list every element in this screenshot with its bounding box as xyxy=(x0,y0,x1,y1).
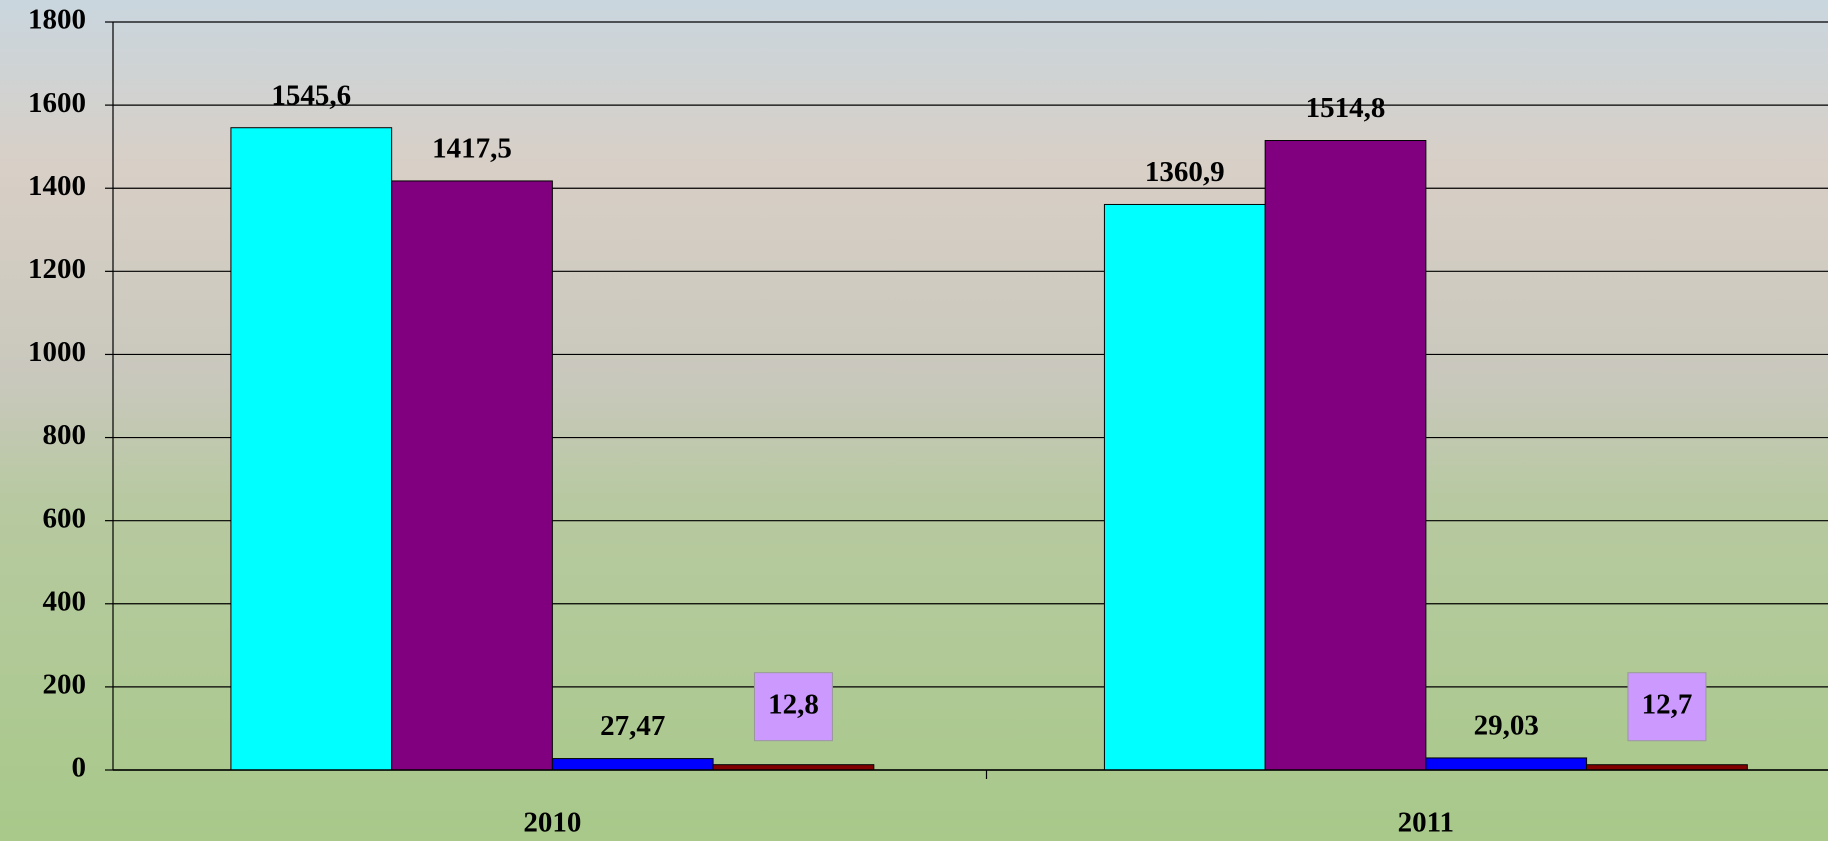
x-tick-label: 2010 xyxy=(523,807,581,839)
data-label: 1360,9 xyxy=(1145,156,1225,188)
y-tick-label: 800 xyxy=(43,419,87,451)
y-tick-label: 600 xyxy=(43,502,87,534)
y-tick-label: 1200 xyxy=(28,253,86,285)
data-label: 12,8 xyxy=(768,688,819,720)
y-tick-label: 1800 xyxy=(28,4,86,36)
bar xyxy=(1103,203,1266,771)
label-box xyxy=(1627,672,1707,742)
y-tick-label: 1600 xyxy=(28,87,86,119)
bar xyxy=(1264,140,1427,771)
data-label: 1514,8 xyxy=(1306,92,1386,124)
y-tick-label: 400 xyxy=(43,585,87,617)
bar xyxy=(551,758,714,771)
bar xyxy=(230,127,393,771)
y-tick-label: 0 xyxy=(72,752,87,784)
bar xyxy=(1586,764,1748,771)
bar xyxy=(712,764,875,771)
data-label: 1417,5 xyxy=(432,133,512,165)
data-label: 29,03 xyxy=(1474,710,1539,742)
bar xyxy=(391,180,553,771)
label-box xyxy=(753,672,833,742)
data-label: 1545,6 xyxy=(271,79,351,111)
y-tick-label: 200 xyxy=(43,669,87,701)
y-tick-label: 1400 xyxy=(28,170,86,202)
x-tick-label: 2011 xyxy=(1398,807,1454,839)
y-tick-label: 1000 xyxy=(28,336,86,368)
bar xyxy=(1425,757,1588,771)
data-label: 12,7 xyxy=(1642,688,1693,720)
data-label: 27,47 xyxy=(600,710,665,742)
